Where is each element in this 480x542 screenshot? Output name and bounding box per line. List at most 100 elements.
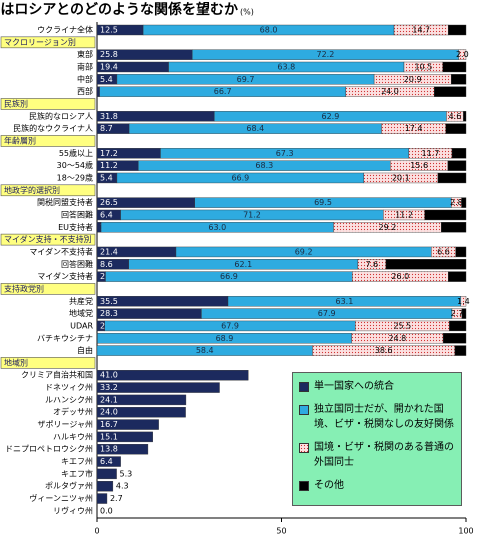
row-label: リヴィウ州	[53, 505, 93, 515]
row-label: 地域党	[69, 308, 93, 318]
value-label: 8.6	[100, 260, 113, 269]
value-label: 6.4	[100, 210, 113, 219]
value-label: 13.8	[100, 445, 118, 454]
row-label: キエフ州	[61, 457, 93, 466]
legend-text: 国境・ビザ・税関のある普通の外国同士	[314, 440, 455, 470]
bar-segment	[443, 333, 466, 343]
value-label: 1.4	[457, 297, 470, 306]
bar-segment	[451, 74, 466, 84]
value-label: 58.4	[196, 346, 214, 355]
value-label: 15.1	[100, 432, 118, 441]
value-label: 71.2	[243, 210, 261, 219]
legend-text: 独立国同士だが、開かれた国境、ビザ・税関なしの友好関係	[314, 402, 455, 432]
bar-segment	[441, 222, 466, 232]
value-label: 66.7	[214, 87, 232, 96]
value-label: 25.8	[100, 50, 118, 59]
bar-segment	[448, 161, 466, 171]
value-label: 67.9	[221, 321, 239, 330]
value-label: 17.4	[405, 124, 423, 133]
bar-segment	[462, 198, 466, 208]
bar-segment	[449, 321, 466, 331]
value-label: 67.3	[276, 149, 294, 158]
row-label: 自由	[77, 345, 93, 355]
value-label: 20.9	[404, 75, 422, 84]
value-label: 69.7	[237, 75, 255, 84]
bar-segment	[97, 481, 113, 491]
bar-segment	[455, 346, 466, 356]
value-label: 62.9	[321, 112, 339, 121]
value-label: 4.3	[116, 482, 129, 491]
row-label: バチキウシチナ	[37, 334, 93, 343]
legend-swatch	[299, 405, 309, 415]
value-label: 5.4	[100, 173, 113, 182]
value-label: 14.7	[412, 26, 430, 35]
value-label: 12.5	[100, 26, 118, 35]
value-label: 17.2	[100, 149, 118, 158]
bar-segment	[434, 87, 466, 97]
legend: 単一国家への統合独立国同士だが、開かれた国境、ビザ・税関なしの友好関係国境・ビザ…	[292, 372, 462, 506]
row-label: 回答困難	[61, 209, 93, 219]
value-label: 11.2	[395, 210, 413, 219]
bar-segment	[97, 370, 248, 380]
value-label: 66.9	[220, 272, 238, 281]
value-label: 28.3	[100, 309, 118, 318]
row-label: ヴィーンニツャ州	[29, 493, 93, 503]
row-label: 民族的なウクライナ人	[13, 123, 93, 133]
value-label: 0.0	[100, 506, 113, 515]
section-header: 地域別	[4, 357, 28, 367]
value-label: 31.8	[100, 112, 118, 121]
row-label: 南部	[77, 61, 93, 71]
section-header: 民族別	[4, 98, 28, 108]
section-header: 支持政党別	[4, 283, 44, 293]
value-label: 35.5	[100, 297, 118, 306]
value-label: 24.0	[100, 408, 118, 417]
chart-title: ウクライナ国民はロシアとのどのような関係を望むか	[0, 1, 238, 18]
row-label: クリミア自治共和国	[21, 370, 93, 380]
row-label: 民族的なロシア人	[29, 111, 93, 121]
row-label: 東部	[77, 49, 93, 59]
bar-segment	[456, 247, 466, 257]
value-label: 63.0	[208, 223, 226, 232]
row-label: ドニプロペトロウシク州	[5, 445, 93, 454]
section-header: マイダン支持・不支持別	[4, 234, 92, 244]
value-label: 63.1	[336, 297, 354, 306]
value-label: 24.0	[381, 87, 399, 96]
value-label: 6.4	[100, 457, 113, 466]
value-label: 68.9	[216, 334, 234, 343]
row-label: ザポリージャ州	[38, 420, 93, 429]
bar-segment	[425, 210, 466, 220]
row-label: ポルタヴァ州	[45, 481, 93, 491]
value-label: 69.5	[314, 198, 332, 207]
value-label: 41.0	[100, 371, 118, 380]
value-label: 2.7	[110, 494, 123, 503]
value-label: 7.6	[366, 260, 379, 269]
legend-item: 単一国家への統合	[299, 379, 455, 394]
x-tick-label: 0	[94, 527, 99, 536]
section-header: 年齢層別	[4, 135, 36, 145]
value-label: 2.8	[450, 198, 463, 207]
value-label: 24.1	[100, 395, 118, 404]
row-label: EU支持者	[58, 222, 93, 232]
value-label: 19.4	[100, 62, 118, 71]
value-label: 4.6	[449, 112, 462, 121]
value-label: 69.2	[295, 247, 313, 256]
value-label: 33.2	[100, 383, 118, 392]
value-label: 21.4	[100, 247, 118, 256]
legend-text: その他	[314, 478, 344, 493]
legend-item: 独立国同士だが、開かれた国境、ビザ・税関なしの友好関係	[299, 402, 455, 432]
row-label: UDAR	[70, 321, 93, 330]
value-label: 8.7	[100, 124, 113, 133]
row-label: 中部	[77, 74, 93, 84]
bar-segment	[386, 259, 466, 269]
bar-segment	[448, 272, 466, 282]
row-label: 西部	[77, 86, 93, 96]
section-header: 地政学的選択別	[4, 185, 60, 195]
value-label: 11.2	[100, 161, 118, 170]
value-label: 66.9	[231, 173, 249, 182]
value-label: 15.6	[410, 161, 428, 170]
value-label: 2.7	[451, 309, 464, 318]
value-label: 25.5	[393, 321, 411, 330]
row-label: 18～29歳	[57, 172, 93, 182]
legend-text: 単一国家への統合	[314, 379, 394, 394]
legend-swatch	[299, 443, 309, 453]
